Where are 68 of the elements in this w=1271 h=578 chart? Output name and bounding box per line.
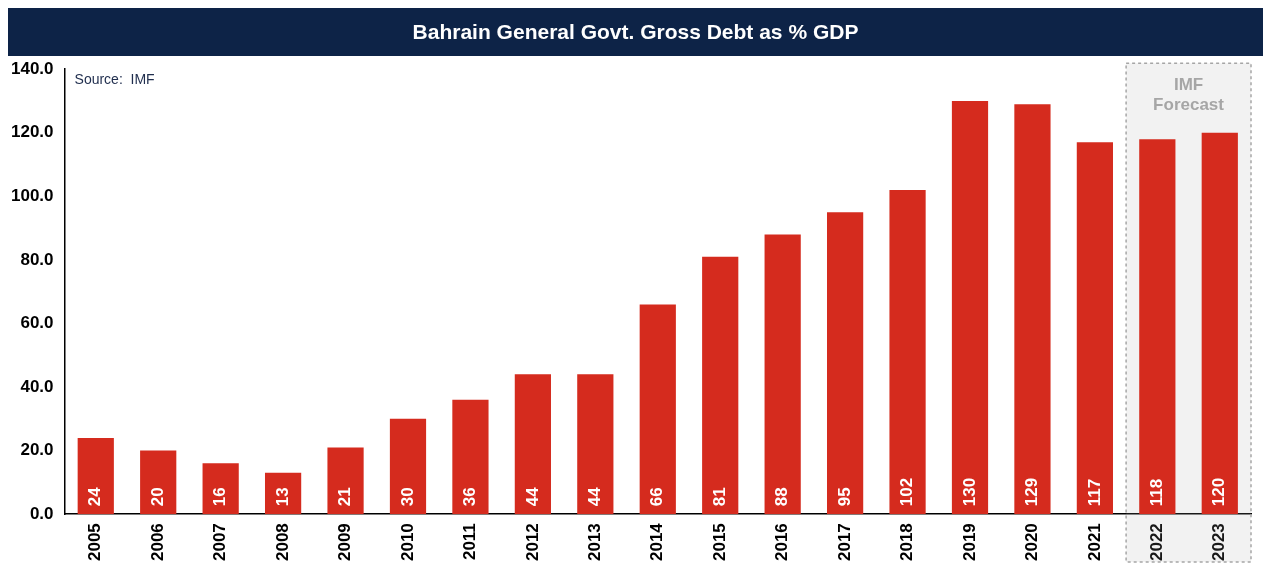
bar (1201, 132, 1238, 515)
bar (1139, 139, 1176, 515)
x-tick-label: 2010 (397, 523, 417, 562)
x-tick-label: 2014 (647, 522, 667, 562)
y-tick-label: 40.0 (20, 376, 54, 396)
x-tick-label: 2008 (272, 523, 292, 562)
x-tick-label: 2018 (897, 523, 917, 562)
bar (1014, 104, 1051, 515)
bar (77, 437, 114, 515)
data-label: 118 (1147, 478, 1167, 507)
bar (202, 463, 239, 515)
data-label: 88 (772, 487, 792, 507)
data-label: 44 (585, 486, 605, 507)
y-tick-label: 0.0 (29, 503, 54, 523)
data-label: 102 (897, 477, 917, 507)
x-tick-label: 2022 (1147, 523, 1167, 562)
bar (452, 399, 489, 515)
data-label: 30 (397, 487, 417, 507)
x-tick-label: 2011 (460, 523, 480, 561)
y-tick-label: 20.0 (20, 440, 54, 460)
bar (639, 304, 676, 515)
x-tick-label: 2019 (959, 523, 979, 562)
x-tick-label: 2009 (335, 523, 355, 562)
data-label: 24 (85, 486, 105, 507)
x-tick-label: 2013 (585, 523, 605, 562)
data-label: 95 (834, 487, 854, 507)
y-tick-label: 120.0 (10, 122, 54, 142)
data-label: 130 (959, 477, 979, 507)
chart-title: Bahrain General Govt. Gross Debt as % GDP (8, 8, 1263, 56)
x-tick-label: 2006 (147, 523, 167, 562)
y-tick-label: 140.0 (10, 58, 54, 78)
data-label: 117 (1084, 478, 1104, 507)
data-label: 66 (647, 487, 667, 507)
data-label: 120 (1209, 477, 1229, 507)
x-tick-label: 2015 (709, 523, 729, 562)
bar (514, 374, 551, 515)
data-label: 129 (1022, 477, 1042, 507)
bar (264, 472, 302, 515)
data-label: 81 (709, 487, 729, 507)
data-label: 36 (460, 487, 480, 507)
x-tick-label: 2016 (772, 523, 792, 562)
y-tick-label: 100.0 (10, 186, 54, 206)
x-tick-label: 2017 (834, 523, 854, 562)
band-label: IMF Forecast (1153, 75, 1225, 115)
bar (1076, 142, 1113, 515)
bar (577, 374, 614, 515)
data-label: 20 (147, 487, 167, 507)
data-label: 13 (272, 487, 292, 507)
data-label: 16 (210, 487, 230, 507)
annotation: Source: IMF (74, 71, 155, 88)
data-label: 44 (522, 486, 542, 507)
bar (389, 418, 427, 515)
bar (327, 447, 364, 515)
x-tick-label: 2012 (522, 523, 542, 562)
data-label: 21 (335, 487, 355, 507)
bar (140, 450, 177, 515)
x-tick-label: 2023 (1209, 523, 1229, 562)
bar (702, 256, 739, 515)
x-tick-label: 2005 (85, 523, 105, 562)
y-tick-label: 60.0 (20, 313, 54, 333)
bar (889, 189, 926, 515)
y-tick-label: 80.0 (20, 249, 54, 269)
x-tick-label: 2020 (1022, 523, 1042, 562)
x-tick-label: 2021 (1084, 523, 1104, 562)
bar (764, 234, 801, 515)
x-tick-label: 2007 (210, 523, 230, 562)
bar (827, 212, 864, 515)
bar (951, 100, 989, 515)
